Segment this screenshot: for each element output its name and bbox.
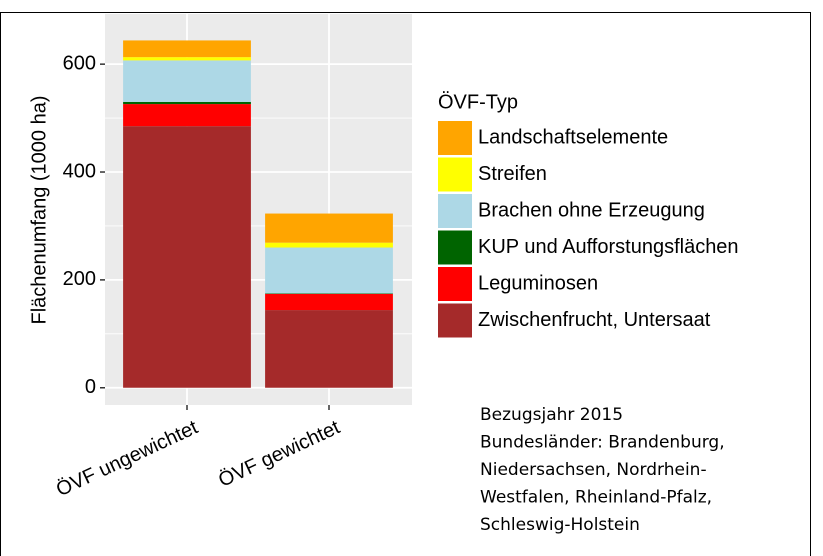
legend-label: Landschaftselemente xyxy=(478,126,668,148)
bar-segment xyxy=(123,101,251,105)
legend-label: KUP und Aufforstungsflächen xyxy=(478,236,739,258)
legend-label: Leguminosen xyxy=(478,272,598,294)
y-tick-label: 200 xyxy=(63,268,96,290)
legend-swatch xyxy=(438,121,472,155)
legend-swatch xyxy=(438,267,472,301)
note-line: Bezugsjahr 2015 xyxy=(480,405,623,425)
legend-swatch xyxy=(438,230,472,265)
legend-label: Brachen ohne Erzeugung xyxy=(478,199,705,221)
frame xyxy=(0,12,811,556)
bar-segment xyxy=(265,213,393,243)
y-tick-label: 400 xyxy=(63,160,96,182)
legend-swatch xyxy=(438,303,472,338)
y-tick-label: 600 xyxy=(63,52,96,74)
legend-label: Zwischenfrucht, Untersaat xyxy=(478,309,711,331)
bar-segment xyxy=(265,310,393,388)
x-tick-label: ÖVF ungewichtet xyxy=(53,416,202,501)
y-axis-title: Flächenumfang (1000 ha) xyxy=(28,95,50,324)
legend-label: Streifen xyxy=(478,163,547,185)
bar-segment xyxy=(123,60,251,102)
bar-segment xyxy=(265,247,393,294)
y-tick-label: 0 xyxy=(85,376,96,398)
bar-segment xyxy=(123,57,251,61)
legend-title: ÖVF-Typ xyxy=(438,91,518,113)
bar-segment xyxy=(123,126,251,388)
bar-segment xyxy=(123,104,251,127)
note-line: Schleswig-Holstein xyxy=(480,515,640,535)
note-line: Niedersachsen, Nordrhein- xyxy=(480,460,707,480)
x-tick-label: ÖVF gewichtet xyxy=(215,416,344,492)
note-line: Westfalen, Rheinland-Pfalz, xyxy=(480,488,712,508)
bar-segment xyxy=(265,293,393,311)
legend-swatch xyxy=(438,194,472,228)
bar-segment xyxy=(265,242,393,248)
bar-segment xyxy=(265,293,393,294)
bar-segment xyxy=(123,40,251,58)
note-line: Bundesländer: Brandenburg, xyxy=(480,433,725,453)
legend-swatch xyxy=(438,157,472,192)
